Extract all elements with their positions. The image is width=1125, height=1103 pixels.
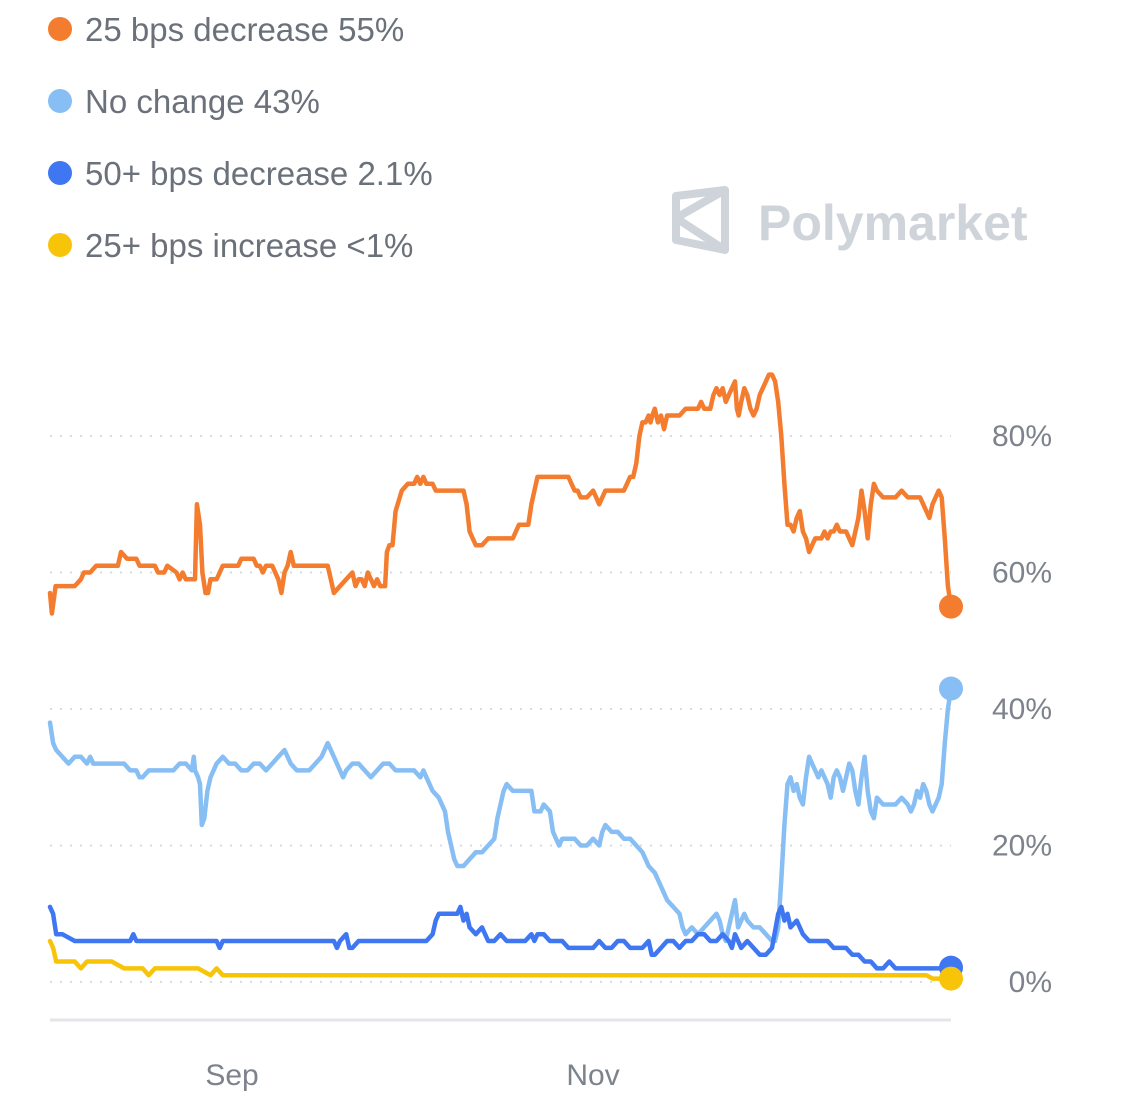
y-axis: 0% 20% 40% 60% 80% [992, 420, 1052, 999]
y-tick-label-20: 20% [992, 830, 1052, 863]
x-axis: Sep Nov [50, 1018, 951, 1092]
polymarket-watermark: Polymarket [672, 186, 1028, 254]
chart-series [47, 372, 954, 981]
series-endpoint-0 [939, 594, 963, 619]
legend-marker-2 [48, 161, 72, 185]
legend-marker-0 [48, 17, 72, 41]
series-line-1 [47, 686, 954, 944]
legend-label-1: No change 43% [85, 83, 320, 120]
y-tick-label-80: 80% [992, 420, 1052, 453]
series-line-3 [47, 938, 954, 981]
series-endpoint-1 [939, 676, 963, 701]
x-tick-label-0: Sep [205, 1059, 258, 1092]
series-line-0 [47, 372, 954, 616]
y-tick-label-60: 60% [992, 557, 1052, 590]
brand-name: Polymarket [758, 195, 1028, 251]
polymarket-logo-icon [672, 186, 729, 254]
chart-gridlines [50, 435, 951, 983]
y-tick-label-0: 0% [1009, 966, 1052, 999]
legend-marker-1 [48, 89, 72, 113]
y-tick-label-40: 40% [992, 693, 1052, 726]
chart-legend: 25 bps decrease 55% No change 43% 50+ bps … [48, 11, 433, 264]
series-endpoint-3 [939, 966, 963, 991]
legend-label-0: 25 bps decrease 55% [85, 11, 404, 48]
series-endpoints [939, 594, 963, 991]
legend-marker-3 [48, 233, 72, 257]
x-tick-label-1: Nov [566, 1059, 619, 1092]
series-line-2 [47, 904, 954, 971]
legend-label-2: 50+ bps decrease 2.1% [85, 155, 433, 192]
legend-label-3: 25+ bps increase <1% [85, 227, 413, 264]
